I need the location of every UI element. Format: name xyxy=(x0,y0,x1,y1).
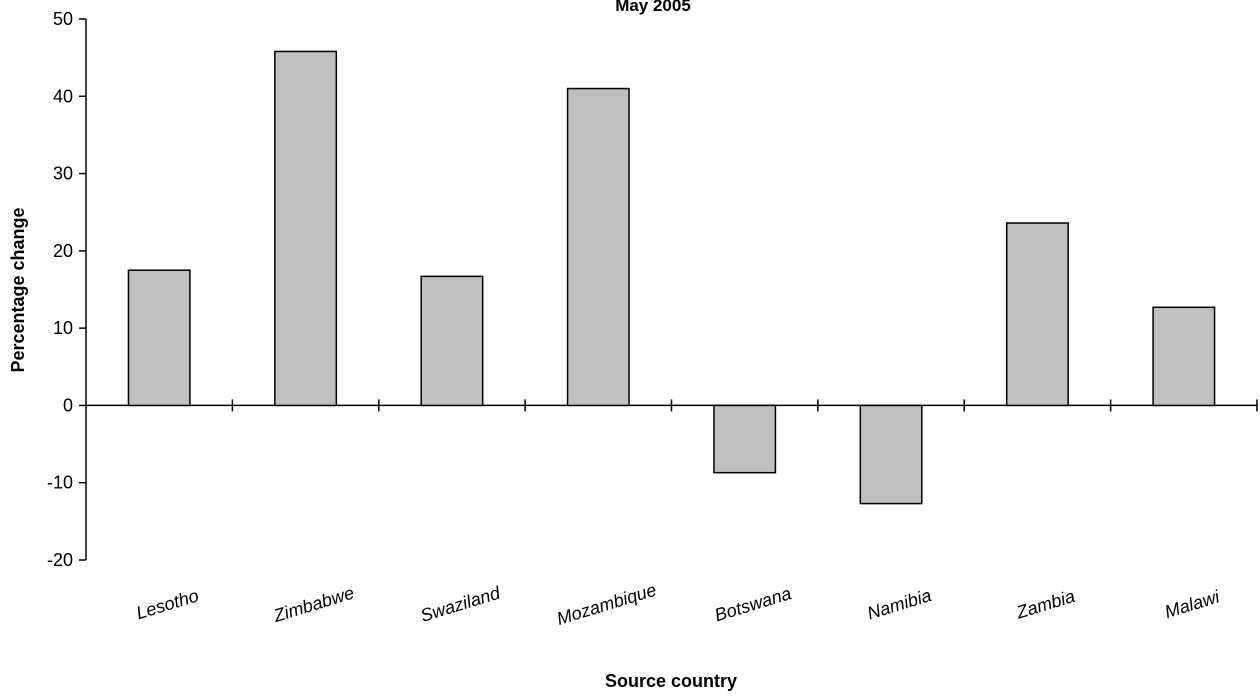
bar-lesotho xyxy=(127,269,191,407)
bar-malawi xyxy=(1152,306,1216,407)
y-tick-label: 50 xyxy=(53,9,73,29)
bar-mozambique xyxy=(566,87,630,407)
x-tick-label: Botswana xyxy=(712,583,793,625)
x-tick-label: Zimbabwe xyxy=(270,583,356,627)
x-tick-label: Zambia xyxy=(1013,586,1077,623)
x-tick-label: Lesotho xyxy=(134,585,201,623)
y-tick-label: 0 xyxy=(63,395,73,415)
x-tick-label: Namibia xyxy=(865,585,934,623)
x-tick-label: Swaziland xyxy=(418,582,503,625)
y-tick-label: 10 xyxy=(53,318,73,338)
bar-botswana xyxy=(713,404,777,474)
x-tick-label: Mozambique xyxy=(554,580,658,629)
y-tick-label: 30 xyxy=(53,164,73,184)
y-axis-title: Percentage change xyxy=(8,207,28,372)
x-tick-label: Malawi xyxy=(1162,586,1222,622)
y-tick-label: -20 xyxy=(47,550,73,570)
bar-zimbabwe xyxy=(274,50,338,407)
bar-namibia xyxy=(859,404,923,505)
chart-title: May 2005 xyxy=(615,0,691,15)
y-tick-label: 20 xyxy=(53,241,73,261)
y-axis-ticks: 50 40 30 20 10 0 -10 -20 xyxy=(47,9,86,570)
bar-zambia xyxy=(1005,222,1069,407)
x-axis-title: Source country xyxy=(605,671,737,691)
y-tick-label: -10 xyxy=(47,473,73,493)
y-tick-label: 40 xyxy=(53,86,73,106)
bars xyxy=(127,50,1216,505)
x-axis-ticks: Lesotho Zimbabwe Swaziland Mozambique Botswa… xyxy=(134,399,1258,629)
bar-swaziland xyxy=(420,275,484,407)
axes xyxy=(85,19,1257,560)
